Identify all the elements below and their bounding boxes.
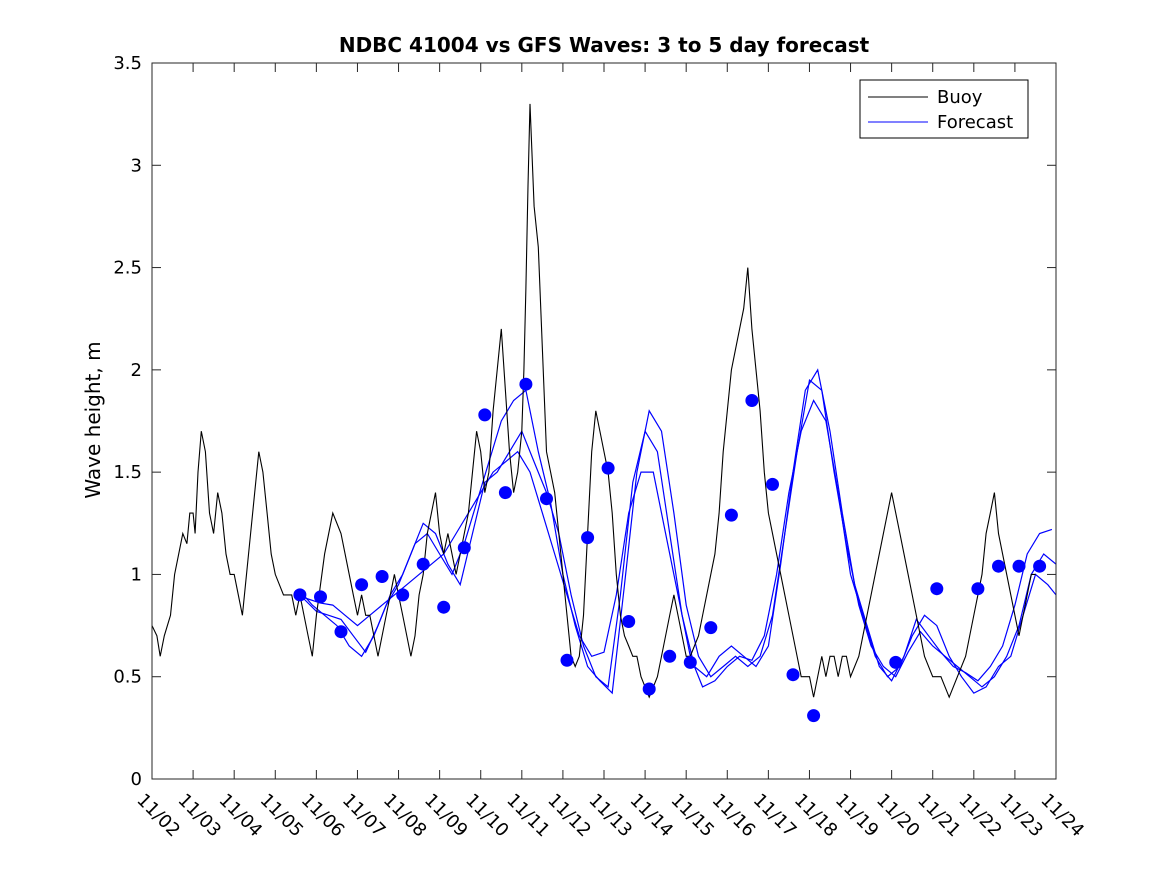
forecast-marker: [930, 582, 944, 596]
y-tick-label: 3.5: [113, 53, 142, 74]
forecast-marker: [642, 682, 656, 696]
forecast-marker: [622, 615, 636, 628]
series-layer: [152, 103, 1056, 723]
forecast-marker: [519, 377, 533, 391]
forecast-marker: [437, 600, 451, 614]
forecast-marker: [581, 531, 595, 545]
forecast-marker: [1033, 559, 1047, 573]
forecast-marker: [560, 653, 574, 667]
y-tick-label: 2.5: [113, 258, 142, 279]
forecast-marker: [704, 621, 718, 635]
y-tick-label: 2: [131, 360, 142, 381]
forecast-marker: [889, 655, 903, 669]
forecast-marker: [396, 588, 410, 602]
forecast-marker: [540, 492, 553, 506]
forecast-marker: [334, 625, 348, 639]
y-tick-label: 3: [131, 155, 142, 176]
y-axis-label: Wave height, m: [81, 341, 105, 498]
forecast-marker: [457, 541, 471, 555]
chart-title: NDBC 41004 vs GFS Waves: 3 to 5 day fore…: [339, 33, 870, 57]
forecast-marker: [355, 578, 369, 592]
forecast-marker: [601, 461, 615, 475]
forecast-line-2: [299, 368, 1053, 689]
legend: Buoy Forecast: [859, 79, 1029, 139]
forecast-marker: [786, 668, 800, 682]
legend-forecast-label: Forecast: [937, 112, 1013, 133]
plot-area: [152, 103, 1056, 723]
forecast-marker: [663, 649, 677, 663]
legend-buoy-label: Buoy: [937, 87, 983, 108]
forecast-marker: [416, 557, 430, 571]
forecast-marker: [314, 590, 327, 604]
forecast-marker: [992, 559, 1005, 573]
forecast-marker: [293, 588, 307, 602]
forecast-marker: [478, 408, 492, 422]
forecast-marker: [498, 486, 512, 500]
forecast-marker: [724, 508, 738, 522]
legend-box: [859, 79, 1029, 139]
y-tick-label: 0: [131, 769, 142, 790]
forecast-marker: [745, 394, 759, 407]
forecast-marker: [807, 709, 821, 723]
y-tick-label: 1.5: [113, 462, 142, 483]
forecast-marker: [375, 570, 389, 583]
forecast-line-3: [303, 378, 1056, 695]
forecast-marker: [1012, 559, 1026, 573]
forecast-marker: [766, 477, 779, 491]
y-tick-label: 1: [131, 564, 142, 585]
y-tick-label: 0.5: [113, 667, 142, 688]
forecast-marker: [683, 655, 697, 669]
forecast-marker: [971, 582, 985, 596]
